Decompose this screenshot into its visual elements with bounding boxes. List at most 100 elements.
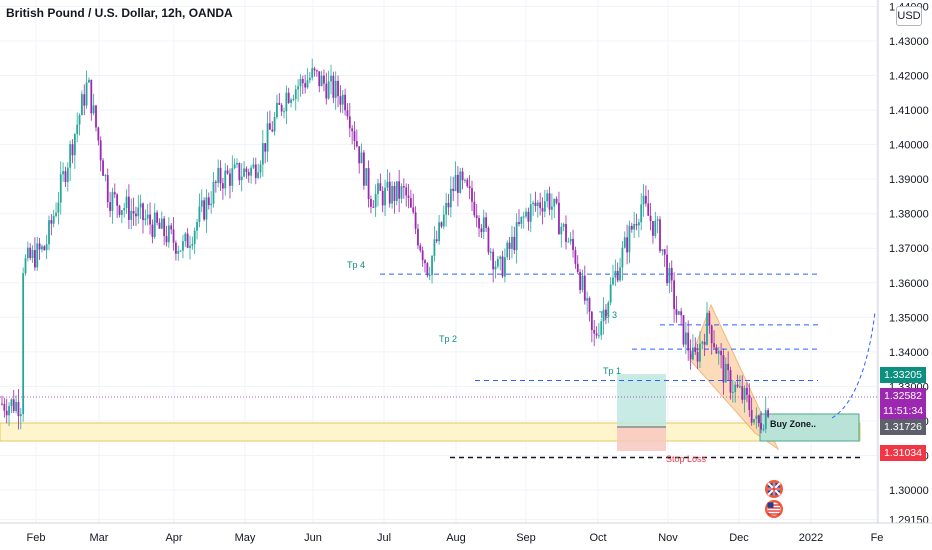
y-tick-label: 1.41000 [889, 105, 929, 117]
candle [623, 237, 626, 248]
candle [426, 263, 429, 276]
candle [402, 186, 405, 188]
chart-title: British Pound / U.S. Dollar, 12h, OANDA [6, 6, 233, 20]
candle [692, 347, 694, 360]
y-tick-label: 1.35000 [889, 312, 929, 324]
candle [433, 239, 436, 257]
uk-flag-icon[interactable] [765, 480, 783, 498]
candle [287, 92, 290, 103]
candle [708, 313, 711, 326]
candle [222, 183, 224, 189]
candle [271, 129, 274, 132]
candle [388, 181, 391, 204]
candle [607, 302, 610, 317]
candle [325, 83, 328, 99]
buy-zone-box[interactable] [759, 413, 860, 442]
candle [739, 386, 741, 388]
candle [64, 171, 67, 183]
x-tick-label: Feb [27, 532, 46, 544]
candle [299, 79, 302, 87]
candle [464, 179, 466, 181]
candle [449, 188, 452, 208]
candle [370, 199, 372, 207]
candle [71, 144, 74, 156]
candle [764, 410, 767, 429]
candle [543, 201, 546, 212]
candle [621, 247, 624, 268]
x-tick-label: Apr [165, 532, 182, 544]
candle [92, 105, 95, 114]
candle [29, 247, 32, 259]
candle [250, 167, 252, 176]
candle [113, 192, 116, 195]
candle [478, 218, 480, 229]
candle [48, 220, 50, 245]
candle [670, 267, 673, 281]
candle [88, 79, 90, 83]
candle [583, 275, 586, 301]
candle [179, 250, 182, 252]
candle [767, 410, 769, 417]
candle [534, 202, 537, 206]
candle [435, 239, 438, 242]
candle [233, 164, 236, 169]
candle [182, 241, 184, 251]
countdown-badge: 11:51:34 [880, 403, 926, 419]
price-badge-buy: 1.31726 [880, 419, 926, 435]
candle [428, 275, 431, 277]
buy-zone-band[interactable] [0, 422, 861, 442]
candle [120, 210, 123, 215]
candle [76, 124, 79, 135]
stop-loss-label: Stop Loss [666, 454, 707, 464]
candle [501, 256, 504, 277]
candle [17, 401, 20, 417]
candle [731, 392, 734, 394]
candle [699, 343, 701, 362]
long-position-target[interactable] [617, 374, 666, 427]
candle [50, 220, 53, 224]
candle [78, 115, 81, 125]
candle [529, 204, 532, 222]
candle [257, 172, 260, 178]
x-tick-label: Aug [446, 532, 466, 544]
candle [109, 202, 111, 211]
candle [405, 187, 408, 196]
candle [73, 134, 76, 156]
candle [421, 250, 424, 261]
candle [715, 347, 718, 354]
candle [717, 350, 720, 354]
x-tick-label: May [235, 532, 256, 544]
candle [308, 77, 311, 81]
candle [602, 309, 605, 322]
candle [123, 208, 126, 211]
candle [381, 190, 384, 206]
currency-button[interactable]: USD [896, 6, 922, 26]
y-tick-label: 1.36000 [889, 278, 929, 290]
candle [492, 251, 495, 270]
candle [536, 202, 539, 206]
candle [367, 168, 370, 200]
candle [294, 89, 297, 100]
candle [36, 243, 39, 268]
candle [316, 70, 318, 72]
candle [438, 222, 440, 242]
candle [431, 256, 433, 276]
candle [616, 270, 619, 281]
candle [384, 187, 386, 206]
candle [605, 309, 607, 317]
candle [360, 152, 363, 164]
candle [224, 170, 227, 189]
candle [139, 203, 142, 208]
us-flag-icon[interactable] [765, 500, 783, 518]
candle [339, 96, 342, 105]
candle [574, 250, 577, 264]
candle [261, 143, 264, 165]
candle [525, 211, 527, 217]
candle [177, 251, 180, 254]
candle [532, 202, 534, 205]
long-position-stop[interactable] [617, 427, 666, 451]
candle [487, 227, 490, 253]
candle [562, 223, 565, 227]
candle [163, 218, 166, 237]
